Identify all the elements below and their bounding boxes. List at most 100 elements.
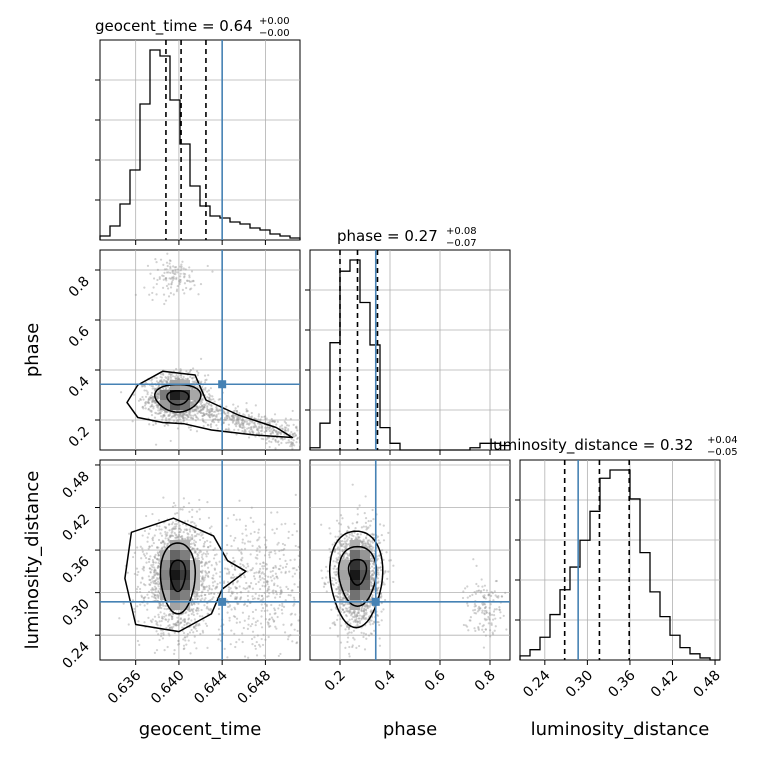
scatter-point bbox=[158, 638, 161, 642]
scatter-point bbox=[161, 539, 164, 542]
scatter-point bbox=[204, 379, 207, 382]
scatter-point bbox=[262, 597, 265, 600]
scatter-point bbox=[240, 559, 243, 562]
scatter-point bbox=[222, 582, 226, 585]
scatter-point bbox=[212, 398, 215, 401]
scatter-point bbox=[263, 523, 266, 526]
scatter-point bbox=[263, 585, 266, 588]
scatter-point bbox=[166, 531, 169, 534]
scatter-point bbox=[195, 534, 198, 537]
scatter-point bbox=[266, 582, 269, 586]
scatter-point bbox=[254, 608, 257, 611]
scatter-point bbox=[155, 524, 159, 528]
scatter-point bbox=[193, 544, 197, 547]
scatter-point bbox=[138, 643, 141, 646]
scatter-point bbox=[365, 604, 368, 607]
scatter-point bbox=[272, 566, 275, 569]
scatter-point bbox=[158, 525, 161, 528]
scatter-point bbox=[157, 381, 161, 384]
scatter-point bbox=[164, 526, 167, 530]
scatter-point bbox=[194, 558, 197, 561]
scatter-point bbox=[128, 532, 131, 535]
scatter-point bbox=[145, 514, 148, 518]
scatter-point bbox=[188, 510, 191, 513]
scatter-point bbox=[219, 570, 222, 574]
scatter-point bbox=[200, 401, 204, 404]
scatter-point bbox=[135, 587, 139, 591]
scatter-point bbox=[179, 412, 182, 415]
scatter-point bbox=[242, 413, 245, 416]
scatter-point bbox=[225, 415, 228, 418]
scatter-point bbox=[261, 565, 264, 568]
scatter-point bbox=[156, 396, 159, 399]
scatter-point bbox=[178, 413, 181, 417]
scatter-point bbox=[233, 428, 236, 431]
scatter-point bbox=[196, 592, 199, 595]
scatter-point bbox=[382, 558, 385, 561]
scatter-point bbox=[152, 399, 155, 402]
scatter-point bbox=[154, 597, 157, 600]
scatter-point bbox=[199, 357, 203, 361]
scatter-point bbox=[167, 295, 171, 298]
scatter-point bbox=[133, 551, 136, 554]
scatter-point bbox=[205, 555, 208, 558]
scatter-point bbox=[165, 261, 169, 264]
scatter-point bbox=[182, 413, 186, 416]
scatter-point bbox=[156, 546, 159, 549]
scatter-point bbox=[169, 286, 173, 289]
scatter-point bbox=[216, 409, 219, 413]
scatter-point bbox=[156, 278, 159, 282]
scatter-point bbox=[191, 547, 194, 550]
scatter-point bbox=[163, 607, 166, 610]
scatter-point bbox=[204, 570, 207, 573]
scatter-point bbox=[192, 402, 196, 405]
scatter-point bbox=[149, 570, 152, 574]
scatter-point bbox=[207, 396, 211, 400]
scatter-point bbox=[159, 411, 162, 415]
scatter-point bbox=[150, 409, 153, 412]
scatter-point bbox=[209, 425, 213, 429]
scatter-point bbox=[284, 428, 287, 431]
scatter-point bbox=[376, 557, 379, 561]
scatter-point bbox=[275, 431, 278, 434]
scatter-point bbox=[179, 269, 182, 272]
scatter-point bbox=[191, 508, 194, 511]
scatter-point bbox=[234, 608, 237, 611]
scatter-point bbox=[146, 540, 149, 543]
scatter-point bbox=[338, 548, 341, 551]
scatter-point bbox=[202, 406, 206, 409]
scatter-point bbox=[167, 376, 170, 380]
scatter-point bbox=[226, 416, 229, 419]
scatter-point bbox=[198, 498, 201, 502]
scatter-point bbox=[163, 413, 166, 417]
scatter-point bbox=[260, 637, 263, 641]
scatter-point bbox=[173, 412, 176, 415]
scatter-point bbox=[172, 613, 175, 616]
scatter-point bbox=[280, 427, 284, 430]
scatter-point bbox=[281, 604, 284, 607]
scatter-point bbox=[158, 565, 161, 568]
scatter-point bbox=[205, 607, 208, 610]
scatter-point bbox=[242, 421, 245, 425]
scatter-point bbox=[212, 414, 215, 417]
scatter-point bbox=[325, 590, 328, 593]
scatter-point bbox=[348, 631, 351, 634]
scatter-point bbox=[201, 404, 204, 407]
scatter-point bbox=[164, 376, 167, 379]
scatter-point bbox=[225, 428, 228, 431]
scatter-point bbox=[186, 413, 189, 416]
scatter-point bbox=[148, 397, 151, 400]
scatter-point bbox=[195, 609, 198, 612]
scatter-point bbox=[201, 597, 204, 600]
scatter-point bbox=[297, 554, 300, 557]
scatter-point bbox=[155, 293, 158, 296]
scatter-point bbox=[174, 414, 177, 417]
scatter-point bbox=[256, 597, 259, 600]
scatter-point bbox=[209, 398, 212, 401]
scatter-point bbox=[257, 431, 260, 434]
scatter-point bbox=[158, 583, 161, 586]
scatter-point bbox=[183, 537, 187, 540]
scatter-point bbox=[189, 401, 193, 404]
scatter-point bbox=[280, 571, 283, 574]
scatter-point bbox=[227, 568, 230, 571]
